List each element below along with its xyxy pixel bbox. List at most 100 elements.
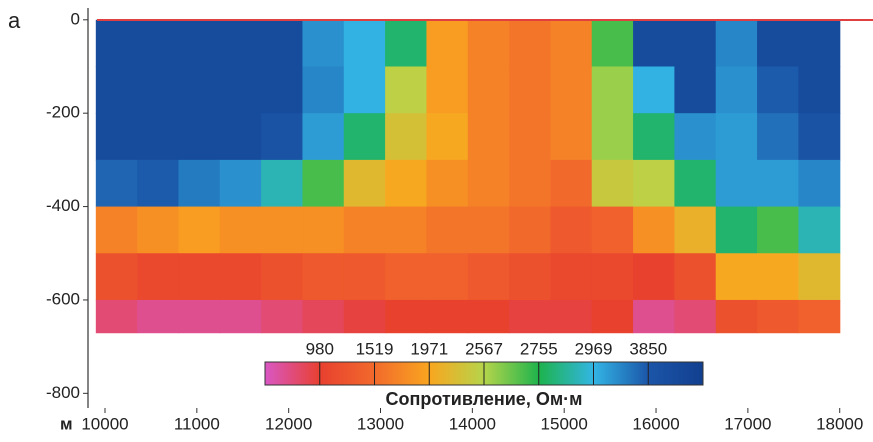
colorbar-title: Сопротивление, Ом·м [386,389,583,409]
cell [178,206,221,254]
cell [137,113,180,161]
colorbar-tick-label: 3850 [629,339,667,358]
x-tick-label: 17000 [724,414,771,433]
cell [426,66,469,114]
cell [798,66,841,114]
cell [261,299,304,334]
cell [261,159,304,208]
cell [219,299,262,334]
cell [715,113,758,161]
cell [757,66,799,114]
cell [509,19,552,68]
cell [798,206,841,254]
x-tick-label: 16000 [632,414,679,433]
cell [137,19,180,68]
cell [633,206,676,254]
cell [178,159,221,208]
cell [343,66,386,114]
cell [467,253,510,301]
cell [550,159,593,208]
cell [261,113,304,161]
cell [550,206,593,254]
cell [798,253,841,301]
cell [674,113,717,161]
colorbar-segment [648,362,704,385]
cell [550,253,593,301]
cell [219,19,262,68]
cell [302,253,345,301]
cell [385,66,428,114]
colorbar-segment [429,362,485,385]
cell [467,299,510,334]
y-tick-label: 0 [71,9,80,28]
x-tick-label: 14000 [449,414,496,433]
cell [633,66,676,114]
cell [715,66,758,114]
cell [95,159,138,208]
cell [633,253,676,301]
cell [178,299,221,334]
x-tick-label: 12000 [265,414,312,433]
cell [509,299,552,334]
cell [674,159,717,208]
cell [591,19,634,68]
cell [550,19,593,68]
cell [343,19,386,68]
cell [343,159,386,208]
cell [302,113,345,161]
cell [385,206,428,254]
cell [757,113,799,161]
cell [302,159,345,208]
cell [385,19,428,68]
cell [95,299,138,334]
cell [715,253,758,301]
y-tick-label: -600 [46,289,80,308]
cell [137,299,180,334]
cell [757,299,799,334]
cell [343,299,386,334]
cell [467,66,510,114]
colorbar-segment [484,362,540,385]
colorbar-tick-label: 1519 [356,339,394,358]
cell [467,206,510,254]
cell [302,19,345,68]
cell [757,253,799,301]
cell [715,299,758,334]
colorbar-tick-label: 2755 [520,339,558,358]
cell [261,66,304,114]
cell [798,113,841,161]
cell [633,113,676,161]
cell [550,66,593,114]
cell [426,299,469,334]
colorbar-segment [538,362,594,385]
cell [674,19,717,68]
cell [467,113,510,161]
cell [798,299,841,334]
cell [633,299,676,334]
cell [261,206,304,254]
cell [302,206,345,254]
cell [591,299,634,334]
cell [426,206,469,254]
cell [798,159,841,208]
cell [178,113,221,161]
cell [178,253,221,301]
cell [343,206,386,254]
y-tick-label: -400 [46,196,80,215]
cell [509,253,552,301]
cell [385,253,428,301]
x-unit: м [60,414,73,433]
cell [757,19,799,68]
cell [385,159,428,208]
cell [550,113,593,161]
cell [591,253,634,301]
cell [757,206,799,254]
cell [219,159,262,208]
colorbar-segment [593,362,649,385]
cell [343,113,386,161]
cell [426,159,469,208]
cell [95,66,138,114]
panel-label: а [8,8,21,33]
colorbar-tick-label: 2969 [575,339,613,358]
x-tick-label: 15000 [541,414,588,433]
